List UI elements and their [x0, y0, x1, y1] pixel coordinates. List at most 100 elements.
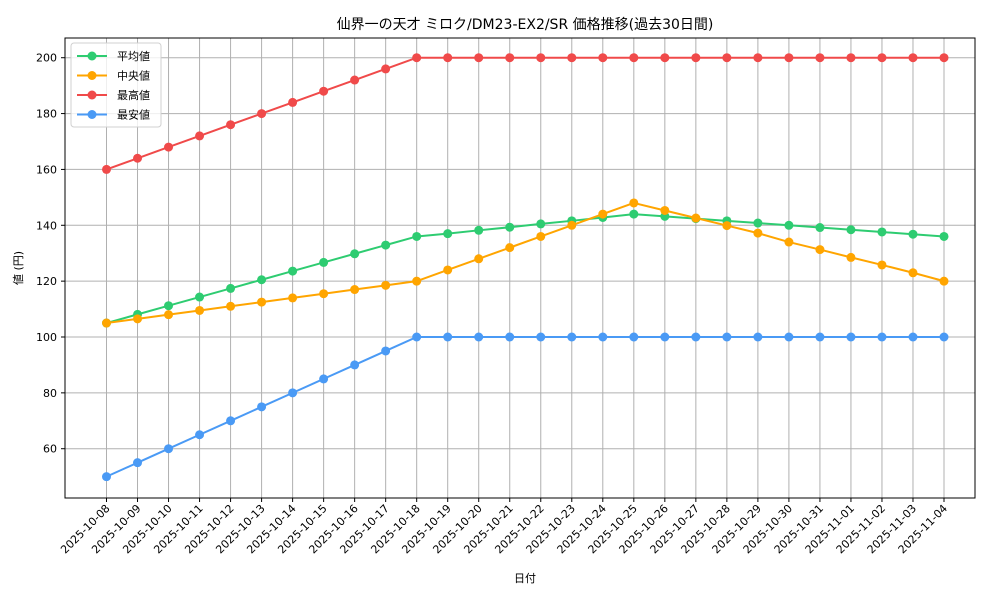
data-point [629, 332, 639, 342]
data-point [722, 53, 732, 63]
data-point [164, 142, 174, 152]
data-point [350, 285, 360, 295]
data-point [784, 53, 794, 63]
data-point [133, 153, 143, 163]
data-point [257, 275, 267, 285]
data-point [908, 229, 918, 239]
y-axis-label: 値 (円) [12, 251, 25, 285]
data-point [102, 472, 111, 482]
y-tick-label: 160 [36, 163, 57, 176]
x-axis-ticks: 2025-10-082025-10-092025-10-102025-10-11… [58, 498, 950, 556]
data-point [226, 283, 236, 293]
data-point [722, 332, 732, 342]
legend-item: 最安値 [77, 108, 150, 122]
x-axis-label: 日付 [514, 572, 536, 585]
data-point [319, 374, 329, 384]
data-point [443, 265, 453, 275]
data-point [133, 314, 143, 324]
data-point [412, 332, 422, 342]
data-point [226, 120, 236, 130]
legend-label: 最高値 [117, 88, 150, 102]
data-point [443, 332, 453, 342]
data-point [195, 131, 205, 141]
data-point [567, 53, 577, 63]
data-point [381, 240, 391, 250]
data-point [660, 205, 670, 215]
y-tick-label: 60 [43, 443, 57, 456]
data-point [195, 305, 205, 315]
data-point [846, 332, 856, 342]
data-point [660, 332, 670, 342]
plot-area-frame [64, 37, 976, 499]
data-point [846, 252, 856, 262]
data-point [412, 231, 422, 241]
data-point [908, 332, 918, 342]
data-point [319, 86, 329, 96]
data-point [505, 332, 515, 342]
data-point [939, 332, 949, 342]
data-point [102, 164, 111, 174]
data-point [350, 75, 360, 85]
data-point [691, 213, 701, 223]
data-point [784, 237, 794, 247]
series-line [102, 332, 949, 482]
data-point [629, 198, 639, 208]
data-point [939, 276, 949, 286]
data-point [660, 53, 670, 63]
data-point [257, 402, 267, 412]
data-point [226, 301, 236, 311]
data-point [133, 458, 143, 468]
data-point [598, 332, 608, 342]
data-point [784, 332, 794, 342]
data-point [567, 332, 577, 342]
data-point [102, 318, 111, 328]
data-point [474, 53, 484, 63]
data-point [288, 388, 298, 398]
y-tick-label: 100 [36, 331, 57, 344]
data-point [536, 219, 546, 229]
data-point [195, 430, 205, 440]
data-point [443, 53, 453, 63]
data-point [815, 53, 825, 63]
data-point [381, 280, 391, 290]
data-point [164, 444, 174, 454]
data-point [598, 209, 608, 219]
data-point [877, 227, 887, 237]
legend-label: 中央値 [117, 70, 150, 83]
data-point [195, 292, 205, 302]
legend-item: 最高値 [77, 88, 150, 102]
data-point [474, 254, 484, 264]
data-point [939, 53, 949, 63]
series-line [102, 53, 949, 174]
y-tick-label: 80 [43, 387, 57, 400]
data-point [722, 221, 732, 231]
data-point [567, 220, 577, 230]
data-point [257, 109, 267, 119]
data-point [815, 332, 825, 342]
data-point [939, 231, 949, 241]
chart-title: 仙界一の天才 ミロク/DM23-EX2/SR 価格推移(過去30日間) [337, 17, 714, 33]
data-point [288, 97, 298, 107]
data-point [288, 293, 298, 303]
data-point [412, 276, 422, 286]
y-tick-label: 120 [36, 275, 57, 288]
data-point [381, 346, 391, 356]
data-point [319, 257, 329, 267]
data-point [753, 218, 763, 228]
data-point [164, 310, 174, 320]
y-tick-label: 140 [36, 219, 57, 232]
y-axis-ticks: 60 80 100 120 140 160 180 200 [36, 52, 65, 456]
data-point [908, 53, 918, 63]
data-point [753, 228, 763, 238]
series-line [102, 198, 949, 328]
data-point [908, 268, 918, 278]
data-point [753, 53, 763, 63]
data-point [753, 332, 763, 342]
data-point [536, 332, 546, 342]
data-point [846, 53, 856, 63]
data-point [629, 209, 639, 219]
data-point [846, 225, 856, 235]
data-series [102, 53, 949, 482]
